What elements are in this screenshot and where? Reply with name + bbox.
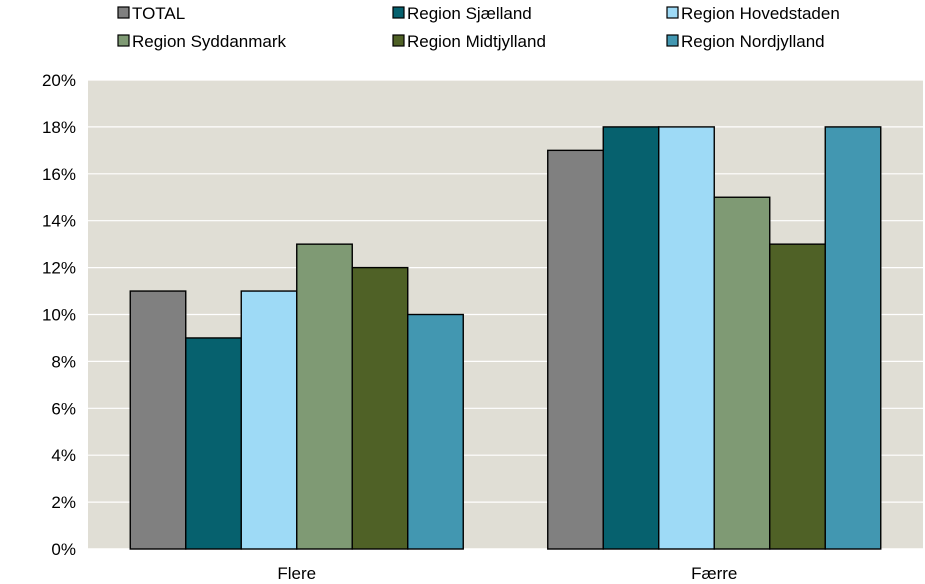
legend-label: Region Sjælland: [407, 4, 532, 23]
y-tick-label: 0%: [51, 540, 76, 559]
y-tick-label: 8%: [51, 352, 76, 371]
legend-label: Region Syddanmark: [132, 32, 287, 51]
bar-region-midtjylland-0: [351, 266, 409, 550]
bar-total-0: [129, 290, 187, 550]
legend-label: TOTAL: [132, 4, 185, 23]
bar-total-1: [547, 149, 604, 550]
bar-region-nordjylland-1: [824, 126, 882, 550]
y-tick-label: 18%: [42, 118, 76, 137]
y-tick-label: 6%: [51, 399, 76, 418]
legend: TOTAL Region Sjælland Region Hovedstaden Re…: [117, 4, 840, 51]
bar-region-midtjylland-1: [769, 243, 826, 550]
legend-label: Region Midtjylland: [407, 32, 546, 51]
legend-swatch: [117, 34, 130, 47]
bar-region-sj-lland-0: [185, 337, 242, 550]
y-tick-label: 12%: [42, 259, 76, 278]
legend-swatch: [666, 6, 679, 19]
x-tick-label: Færre: [691, 564, 737, 583]
y-tick-label: 14%: [42, 212, 76, 231]
y-axis-ticks: 0% 2% 4% 6% 8% 10% 12% 14% 16% 18% 20%: [42, 71, 76, 559]
bar-region-syddanmark-0: [296, 243, 353, 550]
legend-label: Region Hovedstaden: [681, 4, 840, 23]
legend-swatch: [392, 6, 405, 19]
bar-region-sj-lland-1: [602, 126, 660, 550]
bar-region-hovedstaden-1: [658, 126, 715, 550]
legend-swatch: [117, 6, 130, 19]
legend-label: Region Nordjylland: [681, 32, 825, 51]
y-tick-label: 4%: [51, 446, 76, 465]
legend-swatch: [392, 34, 405, 47]
bars: [129, 126, 882, 550]
legend-swatch: [666, 34, 679, 47]
bar-region-nordjylland-0: [407, 313, 464, 550]
x-axis-ticks: Flere Færre: [277, 564, 737, 583]
y-tick-label: 10%: [42, 306, 76, 325]
bar-region-syddanmark-1: [713, 196, 771, 550]
bar-region-hovedstaden-0: [240, 290, 298, 550]
y-tick-label: 20%: [42, 71, 76, 90]
y-tick-label: 16%: [42, 165, 76, 184]
x-tick-label: Flere: [277, 564, 316, 583]
y-tick-label: 2%: [51, 493, 76, 512]
